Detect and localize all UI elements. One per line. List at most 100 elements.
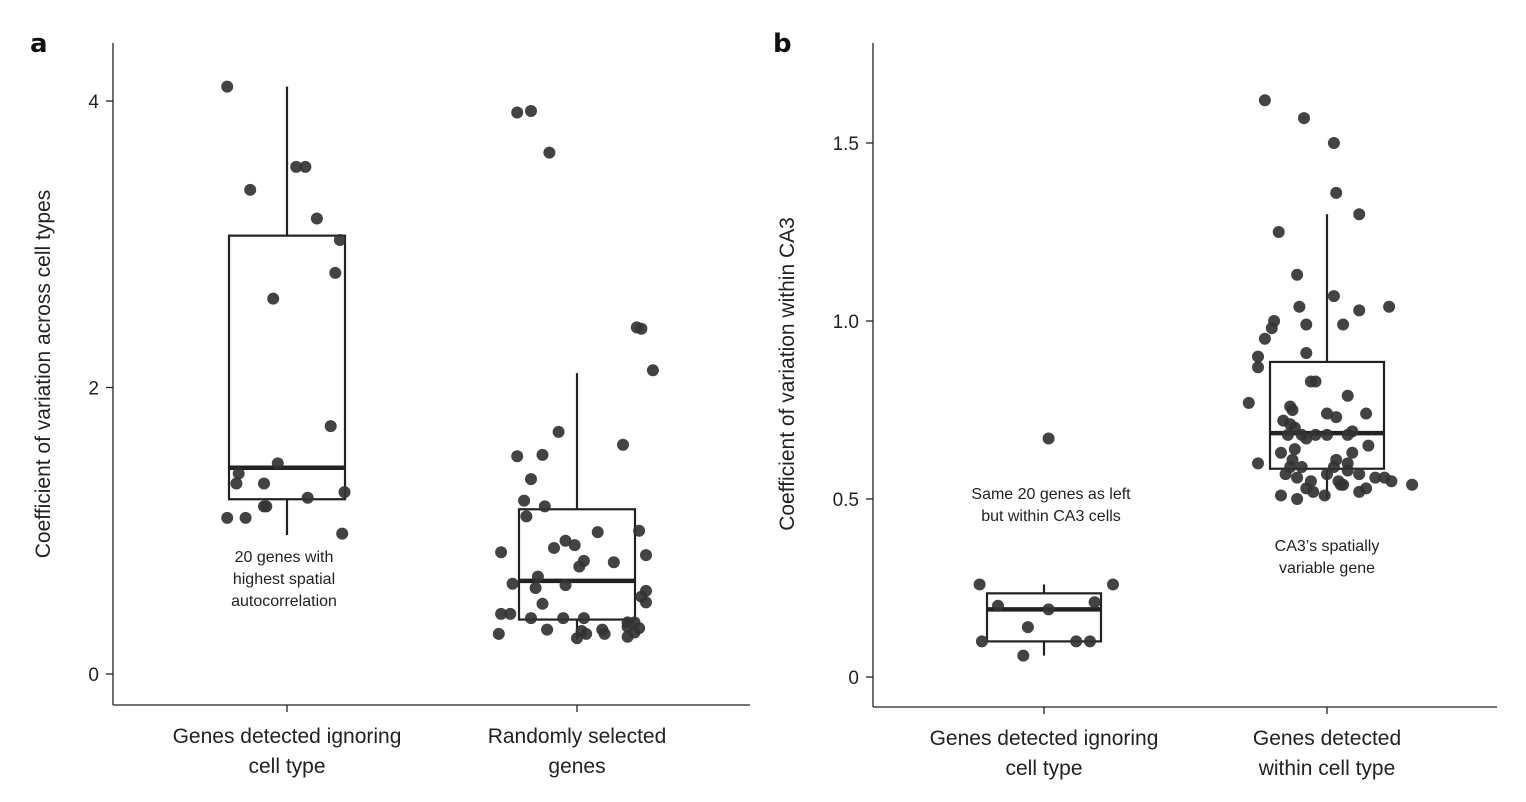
data-point — [1300, 432, 1313, 445]
data-point — [518, 494, 531, 507]
panel-b: b Coefficient of variation within CA3 00… — [773, 29, 1497, 780]
data-point — [1309, 375, 1322, 388]
data-point — [1088, 596, 1101, 609]
panel-b-y-axis-title: Coefficient of variation within CA3 — [776, 217, 799, 531]
data-point — [221, 511, 234, 524]
data-point — [1070, 635, 1083, 648]
data-point — [1309, 428, 1322, 441]
data-point — [1042, 603, 1055, 616]
data-point — [1341, 389, 1354, 402]
box-iqr — [517, 508, 637, 621]
x-tick-label: Genes detected ignoring — [173, 725, 402, 748]
data-point — [1272, 226, 1285, 238]
data-point — [506, 577, 519, 590]
data-point — [1252, 457, 1264, 470]
data-point — [538, 500, 551, 513]
data-point — [310, 212, 323, 225]
data-point — [232, 467, 245, 480]
data-point — [271, 457, 284, 470]
y-tick-label: 1.0 — [833, 312, 859, 333]
data-point — [1107, 578, 1119, 591]
data-point — [1383, 300, 1396, 313]
data-point — [1279, 468, 1292, 481]
data-point — [244, 183, 257, 196]
data-point — [1281, 428, 1294, 441]
data-point — [973, 578, 986, 591]
data-point — [239, 511, 252, 524]
data-point — [536, 597, 549, 610]
data-point — [1353, 485, 1366, 498]
data-point — [1252, 361, 1264, 374]
y-tick-label: 0 — [848, 668, 859, 689]
annotation-text: autocorrelation — [231, 593, 337, 610]
annotation-text: Same 20 genes as left — [971, 486, 1131, 503]
data-point — [336, 527, 349, 540]
data-point — [580, 627, 593, 640]
box-iqr — [985, 592, 1103, 643]
data-point — [1277, 414, 1290, 427]
data-point — [333, 233, 346, 246]
data-point — [1275, 489, 1287, 502]
y-tick-label: 4 — [88, 92, 99, 113]
data-point — [1017, 649, 1030, 662]
box-iqr — [227, 234, 347, 501]
data-point — [290, 160, 303, 173]
y-tick-label: 0.5 — [833, 490, 859, 511]
data-point — [495, 607, 508, 620]
data-point — [1321, 428, 1333, 441]
panel-b-axes: 0 0.5 1.0 1.5 Genes detected ignoring cell ty… — [833, 43, 1497, 780]
data-point — [621, 630, 634, 643]
data-point — [495, 546, 508, 559]
data-point — [1369, 471, 1382, 484]
data-point — [1293, 300, 1306, 313]
x-tick-label: cell type — [248, 755, 325, 778]
data-point — [617, 438, 629, 451]
data-point — [633, 524, 646, 537]
data-point — [635, 322, 648, 335]
data-point — [525, 105, 537, 118]
data-point — [536, 448, 549, 461]
annotation-text: highest spatial — [233, 571, 335, 588]
data-point — [329, 266, 342, 279]
data-point — [1084, 635, 1096, 648]
data-point — [975, 635, 988, 648]
data-point — [338, 486, 351, 499]
x-tick-label: within cell type — [1258, 757, 1396, 780]
data-point — [525, 473, 537, 486]
panel-a-marks: 20 genes with highest spatial autocorrelat… — [221, 80, 659, 645]
x-tick-label: Genes detected ignoring — [930, 727, 1159, 750]
data-point — [640, 596, 652, 609]
annotation-text: 20 genes with — [235, 549, 334, 566]
data-point — [598, 627, 611, 640]
data-point — [1360, 407, 1373, 420]
data-point — [1353, 208, 1366, 221]
data-point — [1300, 318, 1313, 331]
data-point — [1291, 268, 1304, 281]
data-point — [1327, 290, 1340, 303]
data-point — [1353, 468, 1366, 481]
data-point — [299, 160, 312, 173]
data-point — [1291, 493, 1304, 505]
data-point — [541, 623, 554, 636]
panel-b-marks: Same 20 genes as left but within CA3 cell… — [971, 94, 1419, 662]
panel-a-letter: a — [30, 29, 48, 59]
data-point — [552, 425, 565, 438]
data-point — [573, 560, 586, 573]
data-point — [267, 292, 280, 305]
x-tick-label: genes — [548, 755, 605, 778]
data-point — [1341, 428, 1354, 441]
data-point — [1258, 332, 1271, 345]
data-point — [1300, 347, 1313, 360]
data-point — [531, 570, 544, 583]
data-point — [1330, 411, 1343, 424]
data-point — [1291, 471, 1304, 484]
data-point — [1258, 94, 1271, 107]
data-point — [511, 450, 524, 463]
data-point — [1307, 485, 1320, 498]
data-point — [1337, 478, 1350, 491]
data-point — [1353, 304, 1366, 317]
data-point — [1406, 478, 1419, 491]
panel-a: a Coefficient of variation across cell t… — [30, 29, 750, 778]
annotation-text: variable gene — [1279, 560, 1375, 577]
